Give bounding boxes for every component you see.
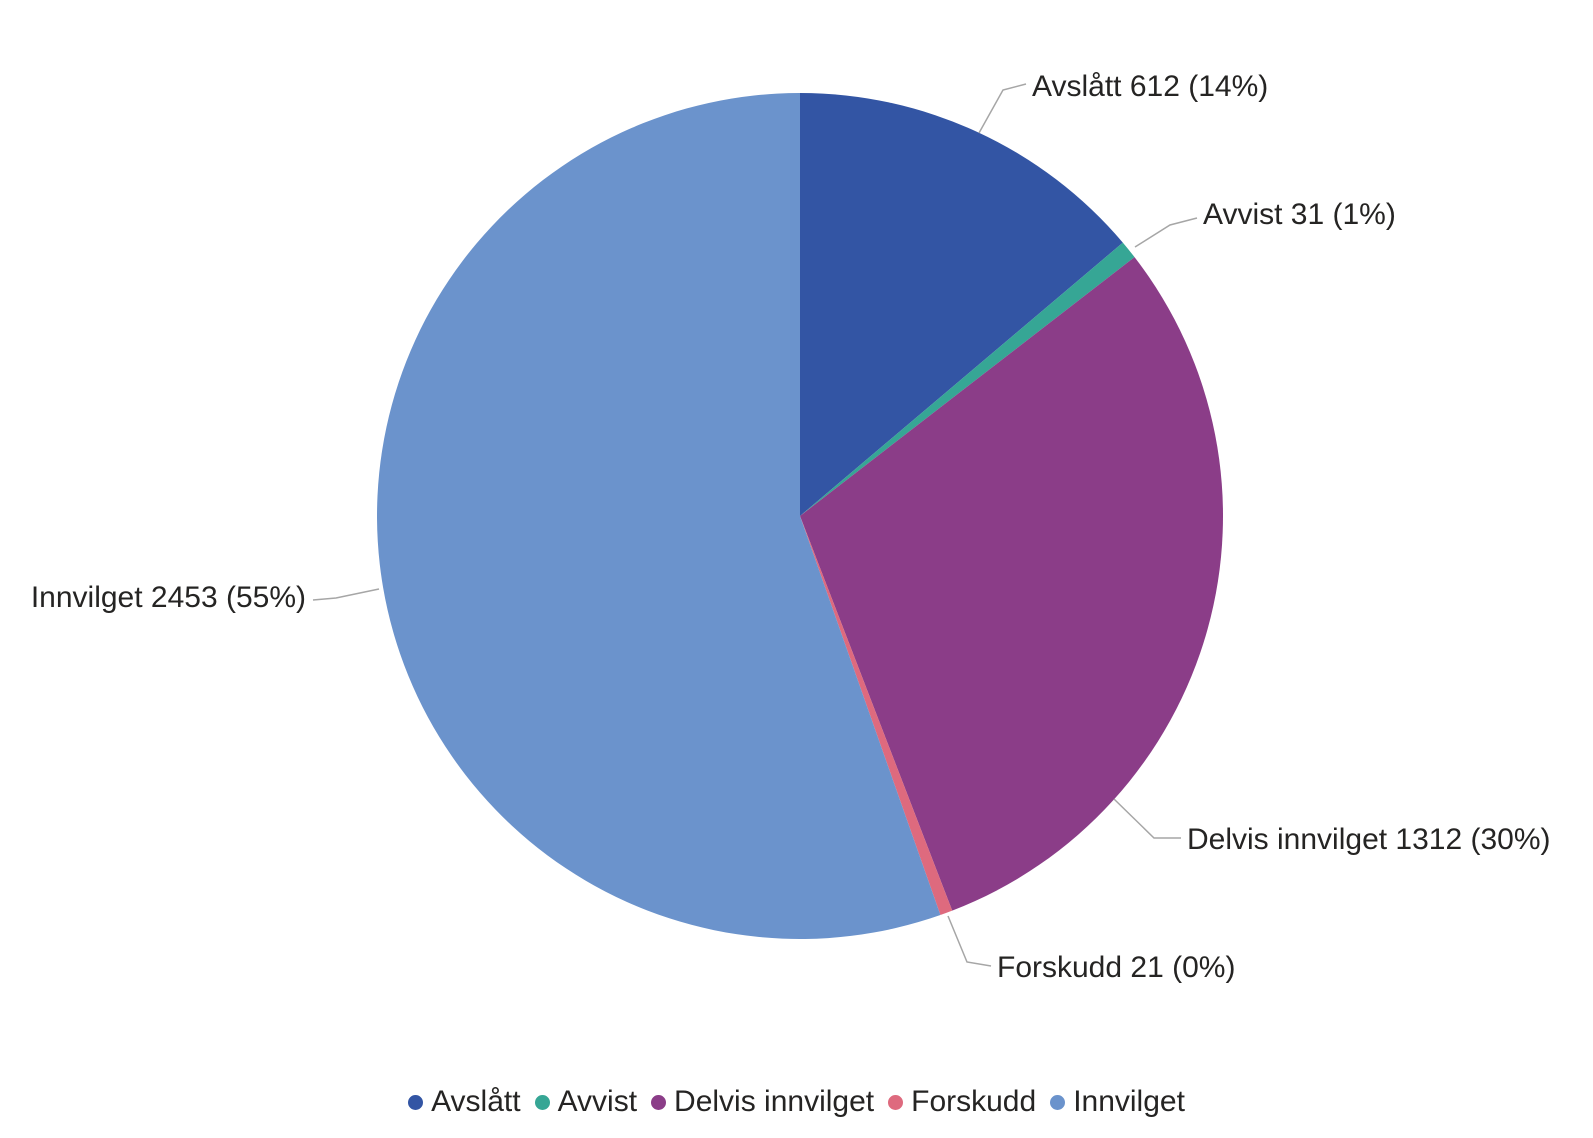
callout-label-avslatt: Avslått 612 (14%) — [1032, 70, 1269, 103]
leader-line-innvilget — [312, 588, 380, 601]
legend-label-innvilget: Innvilget — [1073, 1085, 1185, 1118]
leader-line-avvist — [1134, 217, 1198, 248]
legend-label-avslatt: Avslått — [431, 1085, 521, 1118]
callout-label-delvis-innvilget: Delvis innvilget 1312 (30%) — [1187, 823, 1551, 856]
legend-item-innvilget[interactable]: Innvilget — [1050, 1083, 1185, 1121]
legend-dot-innvilget-icon — [1050, 1094, 1066, 1110]
legend-item-delvis-innvilget[interactable]: Delvis innvilget — [651, 1083, 874, 1121]
legend-label-forskudd: Forskudd — [911, 1085, 1037, 1118]
leader-line-forskudd — [947, 915, 992, 967]
legend-label-delvis-innvilget: Delvis innvilget — [674, 1085, 875, 1118]
callout-label-forskudd: Forskudd 21 (0%) — [997, 951, 1236, 984]
pie-slice-delvis-innvilget[interactable] — [800, 257, 1224, 911]
legend-dot-delvis-innvilget-icon — [651, 1094, 667, 1110]
legend: Avslått Avvist Delvis innvilget Forskudd… — [0, 1083, 1593, 1121]
legend-item-avslatt[interactable]: Avslått — [408, 1083, 521, 1121]
leader-line-delvis-innvilget — [1113, 798, 1181, 839]
callout-label-avvist: Avvist 31 (1%) — [1203, 198, 1396, 231]
pie-slice-avvist[interactable] — [800, 242, 1135, 516]
legend-item-forskudd[interactable]: Forskudd — [888, 1083, 1036, 1121]
pie-slice-avslatt[interactable] — [800, 93, 1123, 516]
callout-label-innvilget: Innvilget 2453 (55%) — [30, 581, 306, 614]
pie-slice-innvilget[interactable] — [377, 93, 941, 939]
legend-item-avvist[interactable]: Avvist — [534, 1083, 638, 1121]
legend-dot-avvist-icon — [534, 1094, 550, 1110]
legend-dot-avslatt-icon — [408, 1094, 424, 1110]
leader-line-avslatt — [978, 83, 1027, 134]
legend-label-avvist: Avvist — [557, 1085, 638, 1118]
pie-slice-forskudd[interactable] — [800, 516, 953, 916]
legend-dot-forskudd-icon — [888, 1094, 904, 1110]
